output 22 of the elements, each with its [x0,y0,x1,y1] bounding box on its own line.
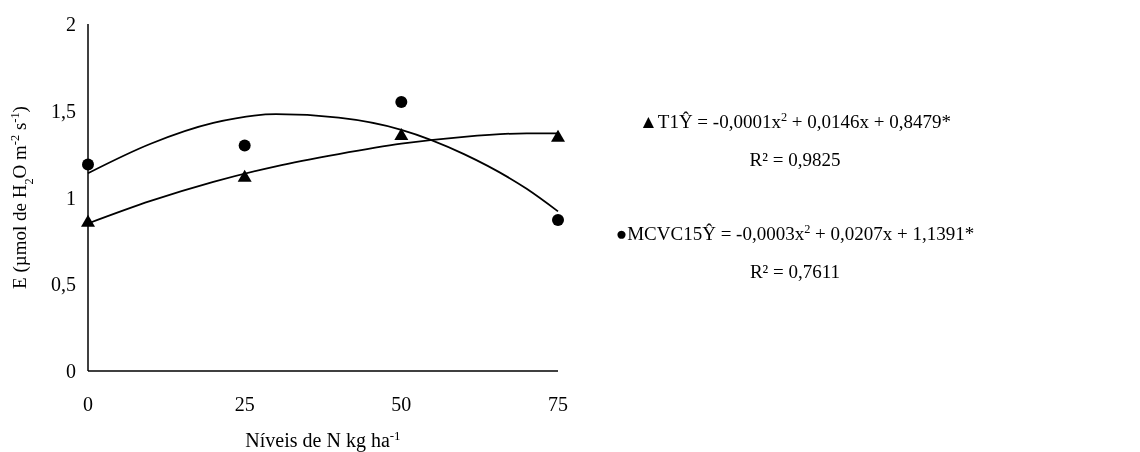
text: ●MCVC15Ŷ = -0,0003x$^{2}$ + 0,0207x + 1,1391* [615,222,975,244]
point [238,139,251,152]
point [395,96,408,109]
y-tick-label: 2 [66,13,76,35]
y-tick-label: 0 [66,360,76,382]
x-tick-label: 25 [234,393,255,415]
point [82,158,94,171]
point [551,129,565,142]
x-tick-label: 50 [391,393,412,415]
text: ▲T1Ŷ = -0,0001x$^{2}$ + 0,0146x + 0,8479* [638,110,952,132]
x-tick-label: 0 [83,393,93,415]
x-tick-label: 75 [548,393,568,415]
y-tick-label: 0,5 [51,273,76,296]
y-tick-label: 1,5 [51,99,76,122]
point [552,214,564,227]
text: R² = 0,9825 [749,149,841,170]
y-tick-label: 1 [66,186,76,209]
x-axis-title: Níveis de N kg ha$^{-1}$ [245,427,401,452]
point [81,214,95,227]
point [394,128,409,141]
text: R² = 0,7611 [749,261,841,282]
point [237,169,252,182]
